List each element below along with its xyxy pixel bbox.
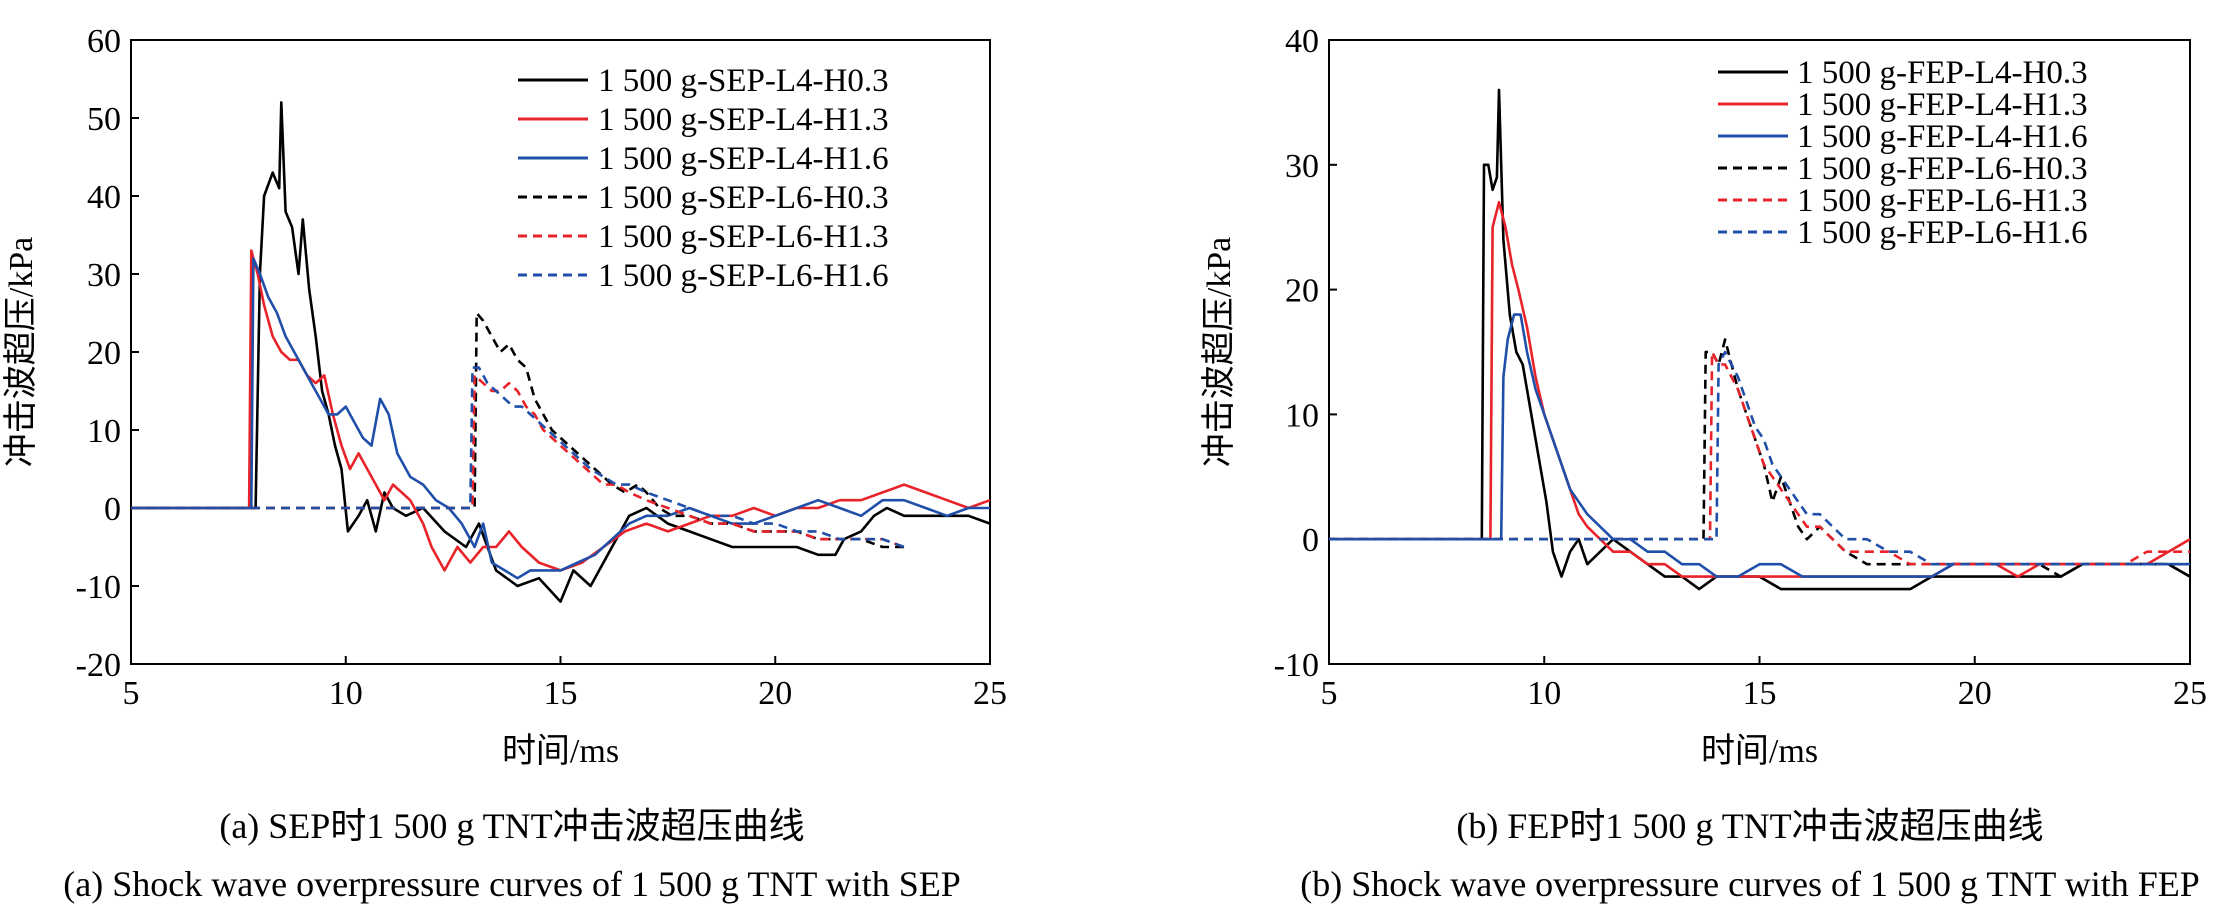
chart-b: 5 10 15 20 25 -10 0 10 20 30 40 1 500 g-FEP-L4-H0.3… xyxy=(1200,23,2207,904)
y-axis-label: 冲击波超压/kPa xyxy=(1200,237,1238,467)
y-tick-label: -10 xyxy=(1274,647,1319,684)
y-tick-label: 20 xyxy=(1285,273,1319,310)
x-tick-label: 25 xyxy=(2173,675,2207,712)
x-tick-label: 15 xyxy=(544,675,578,712)
x-axis-label: 时间/ms xyxy=(502,733,619,770)
y-axis-label: 冲击波超压/kPa xyxy=(2,237,40,467)
y-tick-label: -10 xyxy=(76,569,121,606)
series-line-1-500-g-fep-l6-h1-3 xyxy=(1329,350,2190,566)
x-tick-label: 20 xyxy=(1958,675,1992,712)
caption-english: (a) Shock wave overpressure curves of 1 … xyxy=(63,864,961,904)
series-line-1-500-g-fep-l6-h1-6 xyxy=(1329,350,2190,566)
caption-english: (b) Shock wave overpressure curves of 1 … xyxy=(1300,864,2200,904)
y-tick-label: 10 xyxy=(1285,397,1319,434)
series-line-1-500-g-fep-l4-h1-6 xyxy=(1329,313,2190,578)
y-tick-label: 40 xyxy=(87,179,121,216)
x-tick-label: 20 xyxy=(758,675,792,712)
legend-label: 1 500 g-FEP-L6-H0.3 xyxy=(1797,151,2088,187)
y-tick-label: 0 xyxy=(104,491,121,528)
x-tick-label: 15 xyxy=(1743,675,1777,712)
legend-label: 1 500 g-SEP-L4-H1.3 xyxy=(598,102,889,138)
y-tick-label: 40 xyxy=(1285,23,1319,60)
legend-label: 1 500 g-FEP-L4-H0.3 xyxy=(1797,55,2088,91)
y-tick-label: 30 xyxy=(1285,148,1319,185)
x-tick-label: 5 xyxy=(123,675,140,712)
legend-label: 1 500 g-FEP-L6-H1.3 xyxy=(1797,183,2088,219)
x-tick-label: 5 xyxy=(1321,675,1338,712)
series-line-1-500-g-sep-l4-h0-3 xyxy=(131,101,991,603)
legend-label: 1 500 g-FEP-L4-H1.3 xyxy=(1797,87,2088,123)
y-tick-label: 0 xyxy=(1302,522,1319,559)
y-tick-label: 10 xyxy=(87,413,121,450)
y-tick-label: 30 xyxy=(87,257,121,294)
legend-label: 1 500 g-FEP-L6-H1.6 xyxy=(1797,215,2088,251)
y-tick-label: 20 xyxy=(87,335,121,372)
x-tick-label: 10 xyxy=(1527,675,1561,712)
caption-chinese: (a) SEP时1 500 g TNT冲击波超压曲线 xyxy=(219,806,804,846)
legend-label: 1 500 g-SEP-L4-H0.3 xyxy=(598,63,889,99)
series-line-1-500-g-sep-l4-h1-6 xyxy=(131,257,990,580)
x-tick-label: 10 xyxy=(329,675,363,712)
series-line-1-500-g-fep-l4-h1-3 xyxy=(1329,200,2191,578)
legend-label: 1 500 g-FEP-L4-H1.6 xyxy=(1797,119,2088,155)
caption-chinese: (b) FEP时1 500 g TNT冲击波超压曲线 xyxy=(1456,806,2043,846)
legend-label: 1 500 g-SEP-L4-H1.6 xyxy=(598,141,889,177)
x-axis-label: 时间/ms xyxy=(1701,733,1818,770)
legend-label: 1 500 g-SEP-L6-H1.6 xyxy=(598,258,889,294)
x-tick-label: 25 xyxy=(973,675,1007,712)
series-line-1-500-g-fep-l6-h0-3 xyxy=(1329,338,2191,578)
y-tick-label: 50 xyxy=(87,101,121,138)
legend-label: 1 500 g-SEP-L6-H0.3 xyxy=(598,180,889,216)
series-line-1-500-g-sep-l6-h1-3 xyxy=(131,374,905,549)
y-tick-label: -20 xyxy=(76,647,121,684)
legend-label: 1 500 g-SEP-L6-H1.3 xyxy=(598,219,889,255)
y-tick-label: 60 xyxy=(87,23,121,60)
chart-a: 5 10 15 20 25 -20 -10 0 10 20 30 40 50 60 1 500 g-SEP-… xyxy=(2,23,1007,904)
series-line-1-500-g-sep-l6-h1-6 xyxy=(131,366,905,549)
